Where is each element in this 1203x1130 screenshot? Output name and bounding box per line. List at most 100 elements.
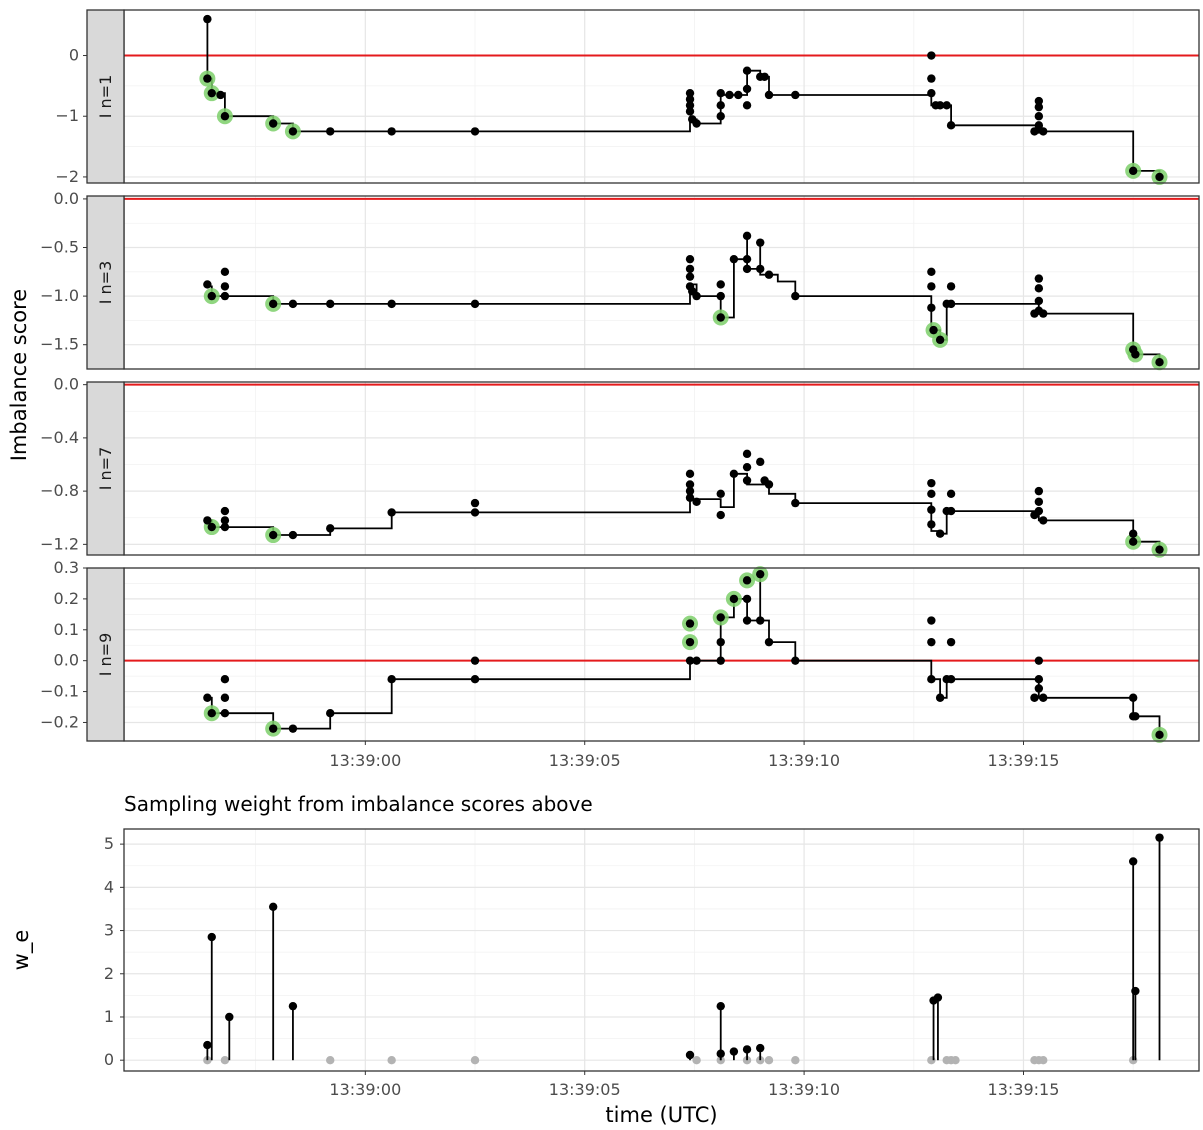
data-point xyxy=(935,529,945,538)
zero-weight-point xyxy=(387,1055,396,1065)
zero-weight-point xyxy=(203,1055,212,1065)
y-tick-label: −1.2 xyxy=(40,534,79,553)
data-point xyxy=(1034,112,1044,121)
data-point xyxy=(734,90,743,100)
data-point xyxy=(946,282,956,291)
data-point xyxy=(470,299,480,309)
data-point xyxy=(685,480,695,489)
data-point xyxy=(268,299,278,309)
data-point xyxy=(764,480,774,489)
data-point xyxy=(1034,96,1044,106)
y-tick-label: −1.0 xyxy=(40,286,79,305)
data-point xyxy=(288,299,298,309)
panel-background xyxy=(124,382,1199,555)
data-point xyxy=(685,469,695,479)
data-point xyxy=(207,291,216,301)
zero-weight-point xyxy=(692,1055,701,1065)
zero-weight-point xyxy=(742,1055,752,1065)
weight-point xyxy=(207,932,216,942)
y-tick-label: 0.0 xyxy=(54,189,79,208)
panel-border xyxy=(123,828,1200,1072)
data-point xyxy=(756,264,765,274)
y-tick-label: 0 xyxy=(69,46,79,65)
data-point xyxy=(742,449,752,459)
facet-panel-4: I n=9 0.3 0.2 0.1 0.0 −0.1 −0.2 xyxy=(40,558,1200,743)
zero-weight-point xyxy=(791,1055,800,1065)
data-point xyxy=(220,693,230,702)
data-point xyxy=(692,656,701,665)
data-point xyxy=(742,66,752,75)
y-tick-label: 4 xyxy=(104,877,114,896)
x-tick-label: 13:39:05 xyxy=(549,751,621,770)
data-point xyxy=(203,74,212,83)
y-axis-title-weight: w_e xyxy=(9,930,34,971)
facet-panel-2: I n=3 0.0 −0.5 −1.0 −1.5 xyxy=(40,189,1200,371)
data-point xyxy=(1034,656,1044,665)
data-point xyxy=(725,90,734,100)
weight-point xyxy=(933,993,943,1002)
data-point xyxy=(326,708,335,718)
data-point xyxy=(1034,486,1044,496)
data-point xyxy=(685,101,695,110)
data-point xyxy=(742,616,752,625)
data-point xyxy=(220,291,230,301)
data-point xyxy=(946,121,956,130)
data-point xyxy=(326,127,335,136)
data-point xyxy=(685,264,695,274)
panel-background xyxy=(124,829,1199,1071)
zero-weight-point xyxy=(764,1055,774,1065)
data-point xyxy=(742,476,752,485)
weight-point xyxy=(1155,833,1164,842)
y-tick-label: 1 xyxy=(104,1007,114,1026)
data-point xyxy=(742,594,752,604)
zero-weight-point xyxy=(220,1055,230,1065)
panel-background xyxy=(124,568,1199,741)
data-point xyxy=(716,613,725,622)
data-point xyxy=(1034,675,1044,684)
weight-point xyxy=(716,1001,725,1011)
data-point xyxy=(387,299,396,309)
data-point xyxy=(326,524,335,533)
data-point xyxy=(742,264,752,274)
y-tick-label: 3 xyxy=(104,921,114,940)
data-point xyxy=(927,282,936,291)
data-point xyxy=(1128,166,1138,176)
data-point xyxy=(470,498,480,508)
data-point xyxy=(220,506,230,516)
data-point xyxy=(685,637,695,647)
data-point xyxy=(716,313,725,322)
y-tick-label: −2 xyxy=(55,167,79,186)
data-point xyxy=(685,656,695,665)
data-point xyxy=(716,656,725,665)
data-point xyxy=(470,656,480,665)
data-point xyxy=(220,282,230,291)
data-point xyxy=(1128,537,1138,546)
data-point xyxy=(927,267,936,277)
data-point xyxy=(288,127,298,136)
data-point xyxy=(1131,712,1140,721)
data-point xyxy=(220,516,230,525)
data-point xyxy=(692,291,701,301)
weight-point xyxy=(1128,857,1138,866)
zero-weight-point xyxy=(951,1055,960,1065)
y-tick-label: 0 xyxy=(104,1050,114,1069)
data-point xyxy=(791,656,800,665)
y-tick-label: 0.2 xyxy=(54,589,79,608)
weight-point xyxy=(1131,986,1140,996)
data-point xyxy=(927,505,936,514)
data-point xyxy=(207,708,216,718)
data-point xyxy=(387,508,396,517)
data-point xyxy=(729,594,739,604)
x-tick-label: 13:39:00 xyxy=(329,1080,401,1099)
data-point xyxy=(927,303,936,312)
data-point xyxy=(716,291,725,301)
y-tick-label: −0.8 xyxy=(40,481,79,500)
data-point xyxy=(935,693,945,702)
data-point xyxy=(288,724,298,733)
data-point xyxy=(470,127,480,136)
data-point xyxy=(1034,284,1044,293)
data-point xyxy=(1034,497,1044,506)
facet-strip-label: I n=1 xyxy=(96,75,115,119)
x-tick-label: 13:39:00 xyxy=(329,751,401,770)
panel-background xyxy=(124,10,1199,183)
